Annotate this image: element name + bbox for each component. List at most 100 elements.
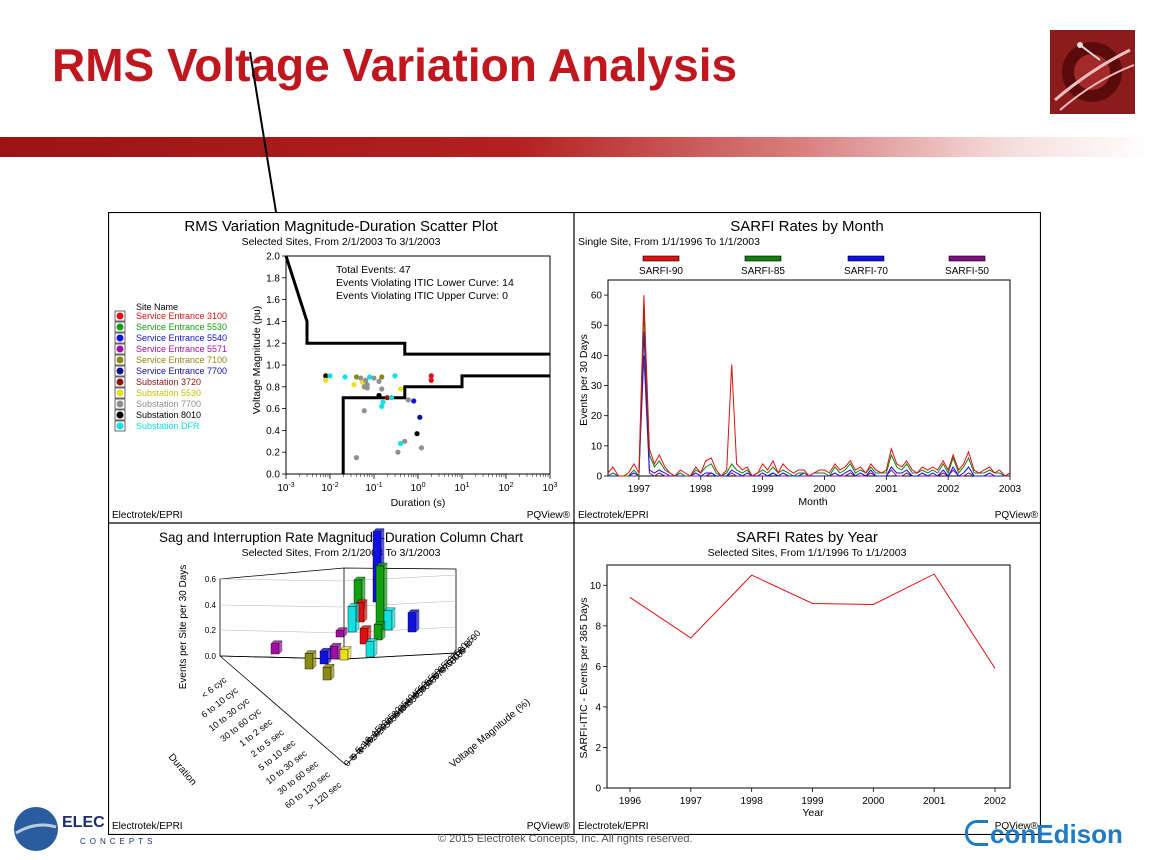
scatter-legend-marker	[116, 422, 124, 430]
scatter-legend-label: Substation DFR	[136, 421, 200, 431]
scatter-point	[405, 397, 411, 403]
scatter-ytick-label: 0.2	[266, 448, 280, 459]
column-bar-side	[347, 646, 352, 661]
scatter-point	[379, 374, 385, 380]
scatter-xtick-label: 101	[454, 482, 469, 494]
year-xtick-label: 2002	[984, 796, 1007, 807]
column-bar-side	[327, 647, 332, 665]
scatter-legend-marker	[116, 312, 124, 320]
itic-lower-curve	[341, 374, 550, 474]
scatter-point	[363, 377, 369, 383]
scatter-ytick-label: 0.6	[266, 404, 280, 415]
column-bar-side	[373, 638, 378, 658]
scatter-chart-panel: RMS Variation Magnitude-Duration Scatter…	[112, 218, 571, 521]
scatter-point	[371, 375, 377, 381]
scatter-legend-title: Site Name	[136, 302, 178, 312]
year-ytick-label: 4	[595, 702, 601, 713]
month-legend-label: SARFI-70	[844, 266, 888, 277]
scatter-legend-label: Substation 5530	[136, 388, 201, 398]
month-ylabel: Events per 30 Days	[578, 334, 590, 426]
month-xtick-label: 1999	[751, 484, 774, 495]
month-legend-swatch	[744, 255, 782, 262]
year-footer-left: Electrotek/EPRI	[578, 821, 649, 832]
year-ytick-label: 0	[595, 784, 601, 795]
year-subtitle: Selected Sites, From 1/1/1996 To 1/1/200…	[708, 547, 907, 559]
scatter-legend-marker	[116, 411, 124, 419]
column-ztick: 0.4	[205, 601, 217, 610]
column-bar	[375, 565, 385, 631]
month-series-line	[607, 295, 1011, 477]
column-bar	[407, 612, 417, 633]
electrotek-logo: ELEC CONCEPTS	[12, 803, 152, 855]
scatter-ytick-label: 1.6	[266, 295, 280, 306]
month-ytick-label: 30	[591, 381, 603, 392]
column-bar	[270, 643, 280, 655]
scatter-legend-marker	[116, 389, 124, 397]
month-xtick-label: 1997	[628, 484, 651, 495]
scatter-annotation-lower: Events Violating ITIC Lower Curve: 14	[336, 277, 514, 289]
scatter-legend-marker	[116, 334, 124, 342]
year-ytick-label: 6	[595, 662, 601, 673]
scatter-point	[402, 438, 408, 444]
scatter-legend-marker	[116, 345, 124, 353]
scatter-ylabel: Voltage Magnitude (pu)	[251, 306, 263, 415]
scatter-point	[414, 431, 420, 437]
column-bar-side	[312, 650, 317, 670]
scatter-point	[428, 377, 434, 383]
scatter-footer-left: Electrotek/EPRI	[112, 510, 183, 521]
brand-left-sub: CONCEPTS	[80, 837, 156, 846]
scatter-ytick-label: 1.2	[266, 339, 280, 350]
scatter-point	[376, 392, 382, 399]
column-bar-side	[381, 621, 386, 641]
scatter-footer-right: PQView®	[527, 510, 571, 521]
column-title: Sag and Interruption Rate Magnitude-Dura…	[159, 530, 523, 545]
column-bar	[322, 667, 332, 681]
scatter-point	[392, 373, 398, 379]
scatter-point	[327, 373, 333, 379]
column-subtitle: Selected Sites, From 2/1/2003 To 3/1/200…	[242, 547, 441, 559]
scatter-legend-marker	[116, 378, 124, 386]
scatter-point	[428, 373, 434, 379]
column-bar	[339, 649, 349, 661]
scatter-point	[384, 395, 390, 401]
scatter-ytick-label: 0.0	[266, 470, 280, 481]
column-ztick: 0.6	[205, 575, 217, 584]
column-bar-side	[355, 602, 360, 633]
month-xtick-label: 2003	[999, 484, 1022, 495]
month-ytick-label: 50	[591, 321, 603, 332]
month-title: SARFI Rates by Month	[730, 218, 883, 235]
column-bar-side	[278, 640, 283, 655]
scatter-ytick-label: 2.0	[266, 252, 280, 263]
scatter-title: RMS Variation Magnitude-Duration Scatter…	[184, 218, 498, 235]
column-bar-side	[343, 627, 348, 638]
column-ztick: 0.0	[205, 652, 217, 661]
scatter-legend-marker	[116, 400, 124, 408]
column-ylabel: Events per Site per 30 Days	[178, 565, 189, 690]
scatter-point	[361, 408, 367, 414]
month-legend-swatch	[642, 255, 680, 262]
scatter-point	[351, 382, 357, 388]
column-bar	[335, 630, 345, 638]
month-xtick-label: 2000	[813, 484, 836, 495]
year-ytick-label: 10	[590, 581, 602, 592]
month-legend-swatch	[948, 255, 986, 262]
scatter-legend-label: Substation 8010	[136, 410, 201, 420]
scatter-subtitle: Selected Sites, From 2/1/2003 To 3/1/200…	[242, 236, 441, 248]
month-xlabel: Month	[798, 496, 827, 508]
month-ytick-label: 20	[591, 411, 603, 422]
scatter-point	[411, 398, 417, 404]
scatter-point	[353, 374, 360, 380]
scatter-legend-label: Service Entrance 5571	[136, 344, 227, 354]
scatter-point	[367, 374, 373, 380]
scatter-annotation-upper: Events Violating ITIC Upper Curve: 0	[336, 290, 508, 302]
column-bar-side	[363, 599, 368, 623]
scatter-legend-marker	[116, 367, 124, 375]
scatter-point	[418, 445, 425, 451]
scatter-legend-label: Substation 3720	[136, 377, 201, 387]
scatter-legend-label: Service Entrance 7100	[136, 355, 227, 365]
brand-right-text: conEdison	[990, 819, 1123, 849]
month-xtick-label: 2001	[875, 484, 898, 495]
brand-left-text: ELEC	[62, 814, 105, 831]
month-footer-left: Electrotek/EPRI	[578, 510, 649, 521]
